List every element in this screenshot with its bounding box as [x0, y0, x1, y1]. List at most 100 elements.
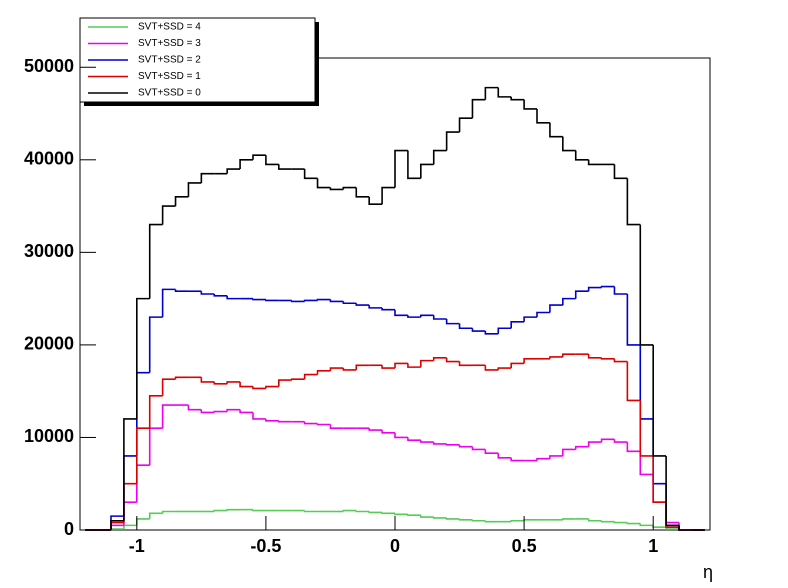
histogram-bin	[420, 440, 434, 443]
histogram-bin	[549, 122, 563, 138]
histogram-bin	[265, 418, 279, 422]
histogram-bin	[278, 420, 292, 423]
histogram-bin	[239, 381, 253, 388]
x-tick-label: 0	[390, 536, 400, 556]
histogram-bin	[471, 98, 486, 119]
histogram-bin	[613, 358, 628, 363]
histogram-bin	[562, 448, 576, 456]
histogram-bin	[394, 309, 408, 317]
x-tick-label: 0.5	[512, 536, 537, 556]
x-tick-label: -0.5	[250, 536, 281, 556]
histogram-bin	[587, 518, 602, 522]
histogram-bin	[265, 385, 279, 389]
histogram-bin	[587, 286, 602, 292]
histogram-bin	[174, 196, 189, 207]
histogram-bin	[265, 155, 279, 166]
histogram-bin	[458, 117, 473, 133]
histogram-bin	[136, 427, 150, 484]
histogram-bin	[355, 510, 370, 513]
histogram-bin	[342, 301, 357, 305]
histogram-bin	[587, 441, 602, 447]
x-tick-label: -1	[129, 536, 145, 556]
histogram-bin	[252, 386, 266, 390]
histogram-bin	[123, 418, 137, 521]
histogram-bin	[549, 304, 563, 313]
histogram-bin	[368, 305, 383, 309]
histogram-bin	[484, 365, 499, 371]
histogram-bin	[432, 315, 447, 320]
legend-label: SVT+SSD = 3	[138, 38, 201, 49]
histogram-bin	[394, 513, 408, 516]
histogram-bin	[200, 377, 215, 383]
histogram-bin	[355, 303, 370, 306]
histogram-bin	[652, 455, 667, 504]
histogram-series	[85, 404, 705, 531]
histogram-bin	[407, 437, 421, 442]
histogram-bin	[445, 357, 460, 363]
histogram-bin	[471, 519, 486, 522]
histogram-bin	[458, 444, 473, 448]
histogram-bin	[226, 508, 241, 511]
histogram-bin	[420, 359, 434, 368]
y-tick-label: 50000	[24, 56, 74, 76]
histogram-bin	[226, 295, 241, 300]
histogram-bin	[445, 131, 460, 151]
histogram-bin	[432, 357, 447, 361]
histogram-bin	[316, 423, 331, 426]
histogram-bin	[161, 510, 176, 514]
histogram-bin	[329, 299, 344, 303]
histogram-bin	[200, 409, 215, 414]
legend-label: SVT+SSD = 4	[138, 22, 201, 33]
histogram-bin	[381, 365, 395, 369]
histogram-bin	[497, 327, 512, 334]
y-tick-label: 20000	[24, 334, 74, 354]
histogram-bin	[562, 518, 576, 520]
histogram-bin	[420, 515, 434, 518]
histogram-bin	[136, 297, 150, 419]
histogram-bin	[200, 291, 215, 295]
histogram-bin	[303, 169, 318, 180]
histogram-bin	[626, 294, 641, 346]
histogram-bin	[226, 168, 241, 174]
histogram-bin	[148, 512, 163, 519]
legend-label: SVT+SSD = 0	[138, 88, 201, 99]
histogram-bin	[239, 159, 253, 170]
histogram-bin	[574, 150, 589, 161]
legend-label: SVT+SSD = 2	[138, 55, 201, 66]
histogram-bin	[355, 364, 370, 370]
histogram-bin	[252, 298, 266, 301]
histogram-bin	[574, 445, 589, 450]
histogram-bin	[613, 164, 628, 180]
histogram-bin	[381, 512, 395, 515]
histogram-bin	[600, 520, 615, 523]
histogram-bin	[665, 455, 680, 527]
histogram-bin	[394, 432, 408, 439]
histogram-bin	[381, 186, 395, 205]
histogram-bin	[368, 511, 383, 514]
histogram-bin	[510, 96, 525, 101]
histogram-bin	[381, 430, 395, 434]
histogram-bin	[626, 178, 641, 226]
histogram-bin	[471, 328, 486, 332]
histogram-bin	[420, 314, 434, 318]
histogram-series	[85, 285, 705, 531]
y-tick-label: 10000	[24, 426, 74, 446]
histogram-bin	[639, 400, 654, 457]
x-tick-label: 1	[648, 536, 658, 556]
histogram-bin	[626, 442, 641, 453]
histogram-bin	[574, 290, 589, 299]
histogram-bin	[678, 525, 692, 531]
histogram-bin	[368, 428, 383, 431]
histogram-bin	[278, 379, 292, 387]
histogram-bin	[342, 368, 357, 371]
histogram-bin	[252, 154, 266, 160]
histogram-bin	[626, 522, 641, 525]
histogram-bin	[484, 520, 499, 523]
histogram-bin	[316, 178, 331, 189]
histogram-bin	[484, 331, 499, 335]
histogram-bin	[510, 320, 525, 329]
histogram-bin	[226, 408, 241, 412]
histogram-bin	[432, 517, 447, 519]
histogram-bin	[484, 86, 499, 100]
y-tick-label: 30000	[24, 241, 74, 261]
